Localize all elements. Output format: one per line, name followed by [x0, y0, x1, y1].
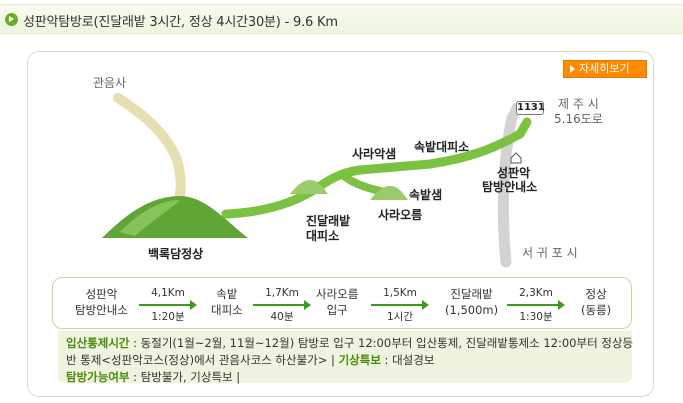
label-gwaneumsa: 관음사	[93, 76, 127, 90]
page-header: 성판악탐방로(진달래밭 3시간, 정상 4시간30분) - 9.6 Km	[0, 4, 683, 34]
arrow-right-icon	[558, 300, 565, 310]
label-jindallaebat-shelter-2: 대피소	[306, 229, 340, 243]
road-5-16	[497, 112, 518, 268]
arrow-line	[253, 304, 305, 306]
label-sokbat-shelter: 속밭대피소	[414, 140, 470, 154]
weather-label: 기상특보	[338, 353, 381, 367]
page-title: 성판악탐방로(진달래밭 3시간, 정상 4시간30분) - 9.6 Km	[23, 15, 338, 30]
route-summary: 성판악 탐방안내소 4,1Km 1:20분 속밭 대피소 1,7Km 40분 사…	[52, 277, 632, 329]
label-road-5-16: 5.16도로	[554, 112, 603, 126]
arrow-right-icon	[422, 300, 429, 310]
arrow-right-icon	[190, 300, 197, 310]
arrow-right-icon	[304, 300, 311, 310]
route-segment: 2,3Km 1:30분	[507, 287, 565, 323]
availability-text: : 탐방불가, 기상특보 |	[129, 370, 241, 384]
route-stop: 성판악 탐방안내소	[75, 287, 128, 317]
gwaneumsa-trail	[113, 93, 186, 207]
label-seongpanak-center-1: 성판악	[497, 166, 531, 180]
weather-text: : 대설경보	[380, 353, 435, 367]
entry-control-line: 입산통제시간 : 동절기(1월~2월, 11월~12월) 탐방로 입구 12:0…	[66, 335, 633, 351]
sara-oreum-branch	[338, 170, 389, 196]
label-seogwipo-city: 서 귀 포 시	[522, 246, 578, 260]
route-stop: 진달래밭 (1,500m)	[445, 287, 499, 317]
availability-line: 탐방가능여부 : 탐방불가, 기상특보 |	[66, 369, 240, 385]
entry-control-label: 입산통제시간	[66, 336, 130, 350]
detail-view-button[interactable]: 자세히보기	[563, 60, 647, 78]
label-sara-oreum: 사라오름	[378, 208, 423, 222]
entry-control-text-2: 반 통제<성판악코스(정상)에서 관음사코스 하산불가> |	[66, 353, 339, 367]
trail-info-box: 입산통제시간 : 동절기(1월~2월, 11월~12월) 탐방로 입구 12:0…	[58, 331, 633, 385]
route-stop: 사라오름 입구	[316, 287, 359, 317]
label-seongpanak-center-2: 탐방안내소	[482, 180, 538, 194]
route-stop: 속밭 대피소	[211, 287, 243, 317]
road-number-sign: 1131	[516, 101, 545, 115]
arrow-bullet-icon	[5, 13, 18, 26]
route-segment: 4,1Km 1:20분	[139, 287, 197, 323]
label-saraak-spring: 사라악샘	[352, 147, 397, 161]
route-segment: 1,7Km 40분	[253, 287, 311, 323]
label-jindallaebat-shelter-1: 진달래밭	[306, 214, 351, 228]
arrow-line	[507, 304, 559, 306]
entry-control-line-2: 반 통제<성판악코스(정상)에서 관음사코스 하산불가> | 기상특보 : 대설…	[66, 352, 434, 368]
jindallaebat-hill	[290, 180, 328, 194]
label-summit: 백록담정상	[148, 247, 204, 261]
sara-oreum-hill	[370, 186, 408, 200]
arrow-line	[139, 304, 191, 306]
label-jeju-city: 제 주 시	[558, 97, 599, 111]
label-sokbat-spring: 속밭샘	[409, 188, 443, 202]
arrow-line	[371, 304, 423, 306]
seongpanak-trail	[221, 117, 532, 219]
route-stop: 정상 (동릉)	[581, 287, 612, 317]
visitor-center-icon	[510, 152, 522, 164]
route-segment: 1,5Km 1시간	[371, 287, 429, 323]
availability-label: 탐방가능여부	[66, 370, 130, 384]
entry-control-text: : 동절기(1월~2월, 11월~12월) 탐방로 입구 12:00부터 입산통…	[129, 336, 634, 350]
